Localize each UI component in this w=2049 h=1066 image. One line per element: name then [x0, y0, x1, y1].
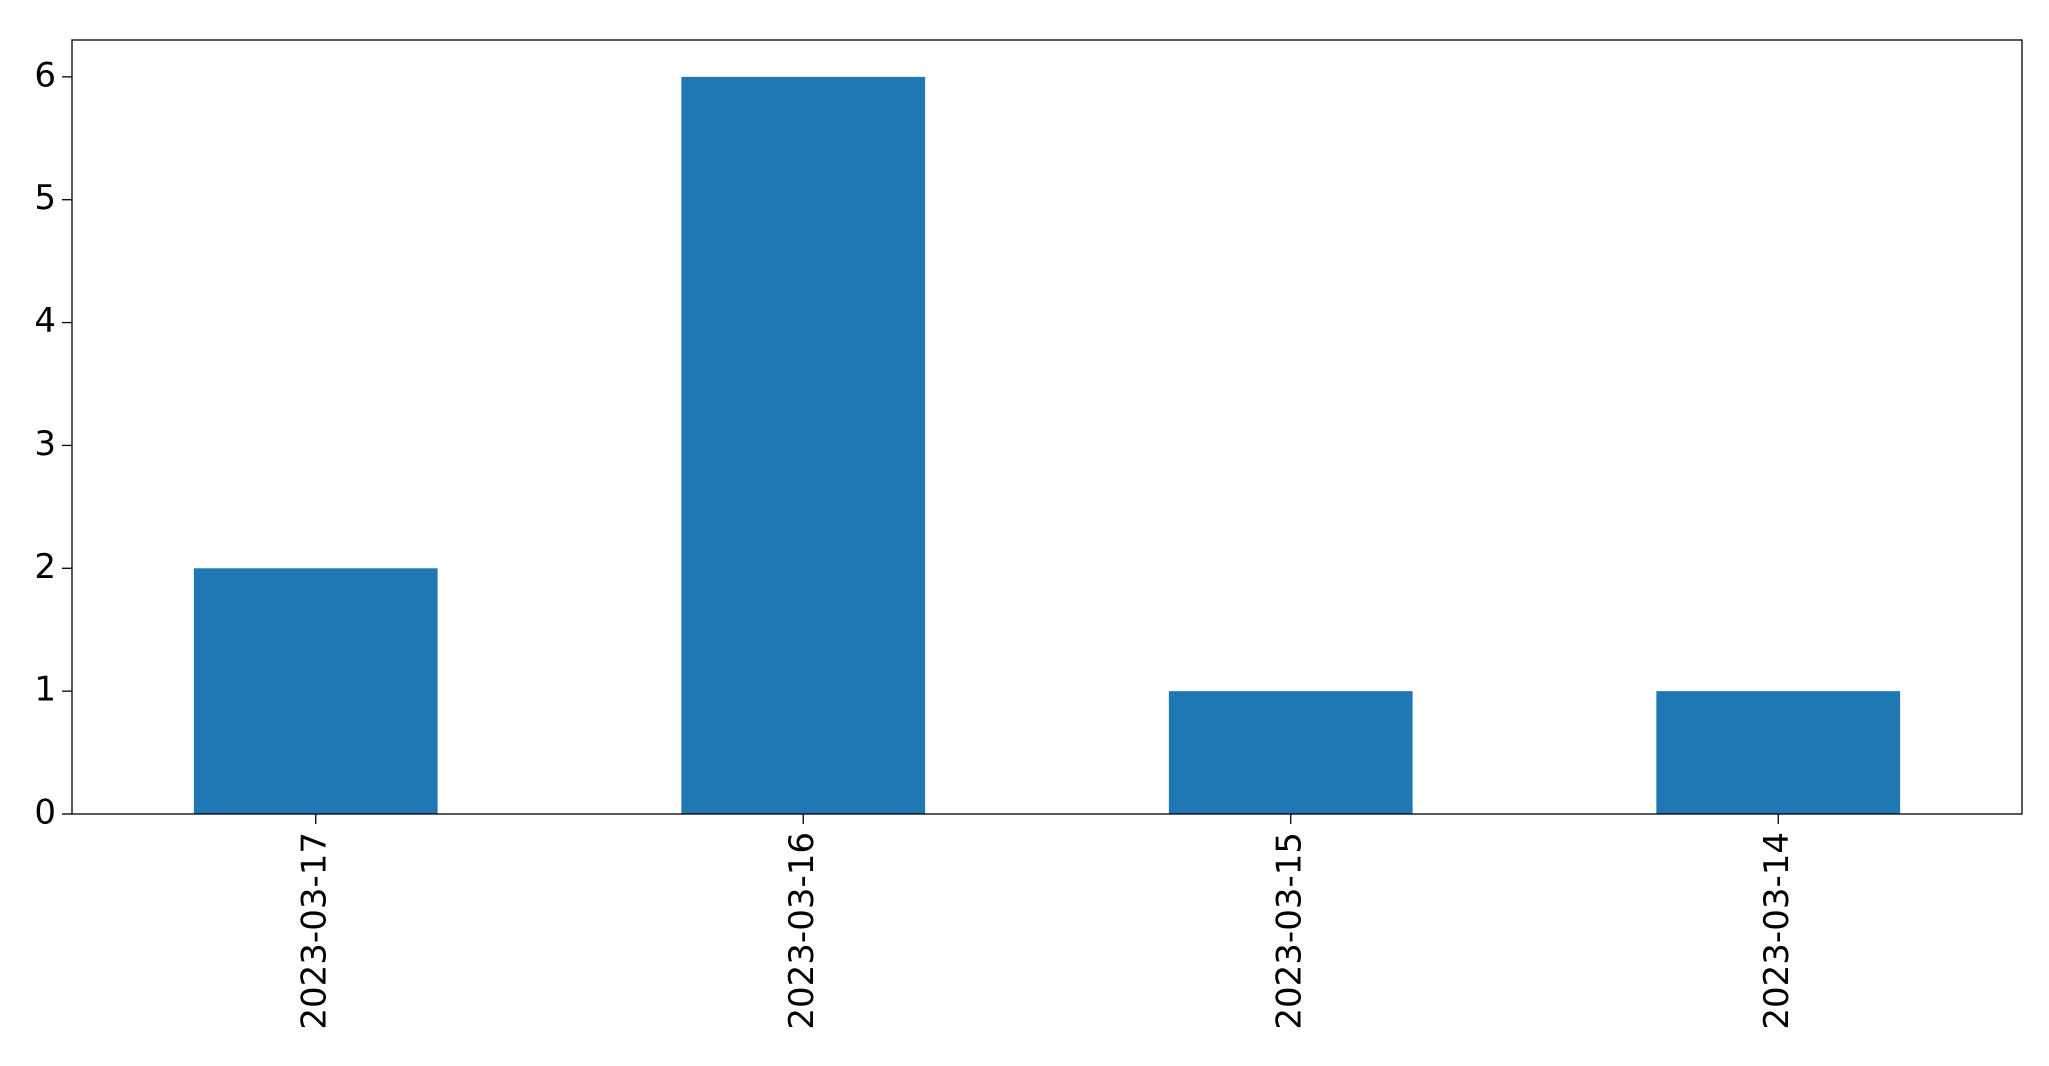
x-tick-label: 2023-03-17 — [294, 832, 334, 1030]
y-tick-label: 3 — [34, 424, 56, 464]
y-axis: 0 1 2 3 4 5 6 — [34, 55, 72, 833]
y-tick-label: 5 — [34, 178, 56, 218]
bar-2023-03-16 — [681, 76, 926, 815]
x-tick-label: 2023-03-16 — [782, 832, 822, 1030]
bar-2023-03-14 — [1656, 691, 1901, 814]
x-tick-label: 2023-03-15 — [1269, 832, 1309, 1030]
y-tick-label: 0 — [34, 793, 56, 833]
y-tick-label: 1 — [34, 670, 56, 710]
x-axis: 2023-03-17 2023-03-16 2023-03-15 2023-03-14 — [294, 814, 1797, 1030]
y-tick-label: 6 — [34, 55, 56, 95]
y-tick-label: 2 — [34, 547, 56, 587]
bar-2023-03-17 — [193, 568, 438, 814]
bars-layer — [193, 76, 1901, 815]
y-tick-label: 4 — [34, 301, 56, 341]
bar-2023-03-15 — [1168, 691, 1413, 814]
plot-area-frame — [71, 39, 2023, 815]
x-tick-label: 2023-03-14 — [1757, 832, 1797, 1030]
